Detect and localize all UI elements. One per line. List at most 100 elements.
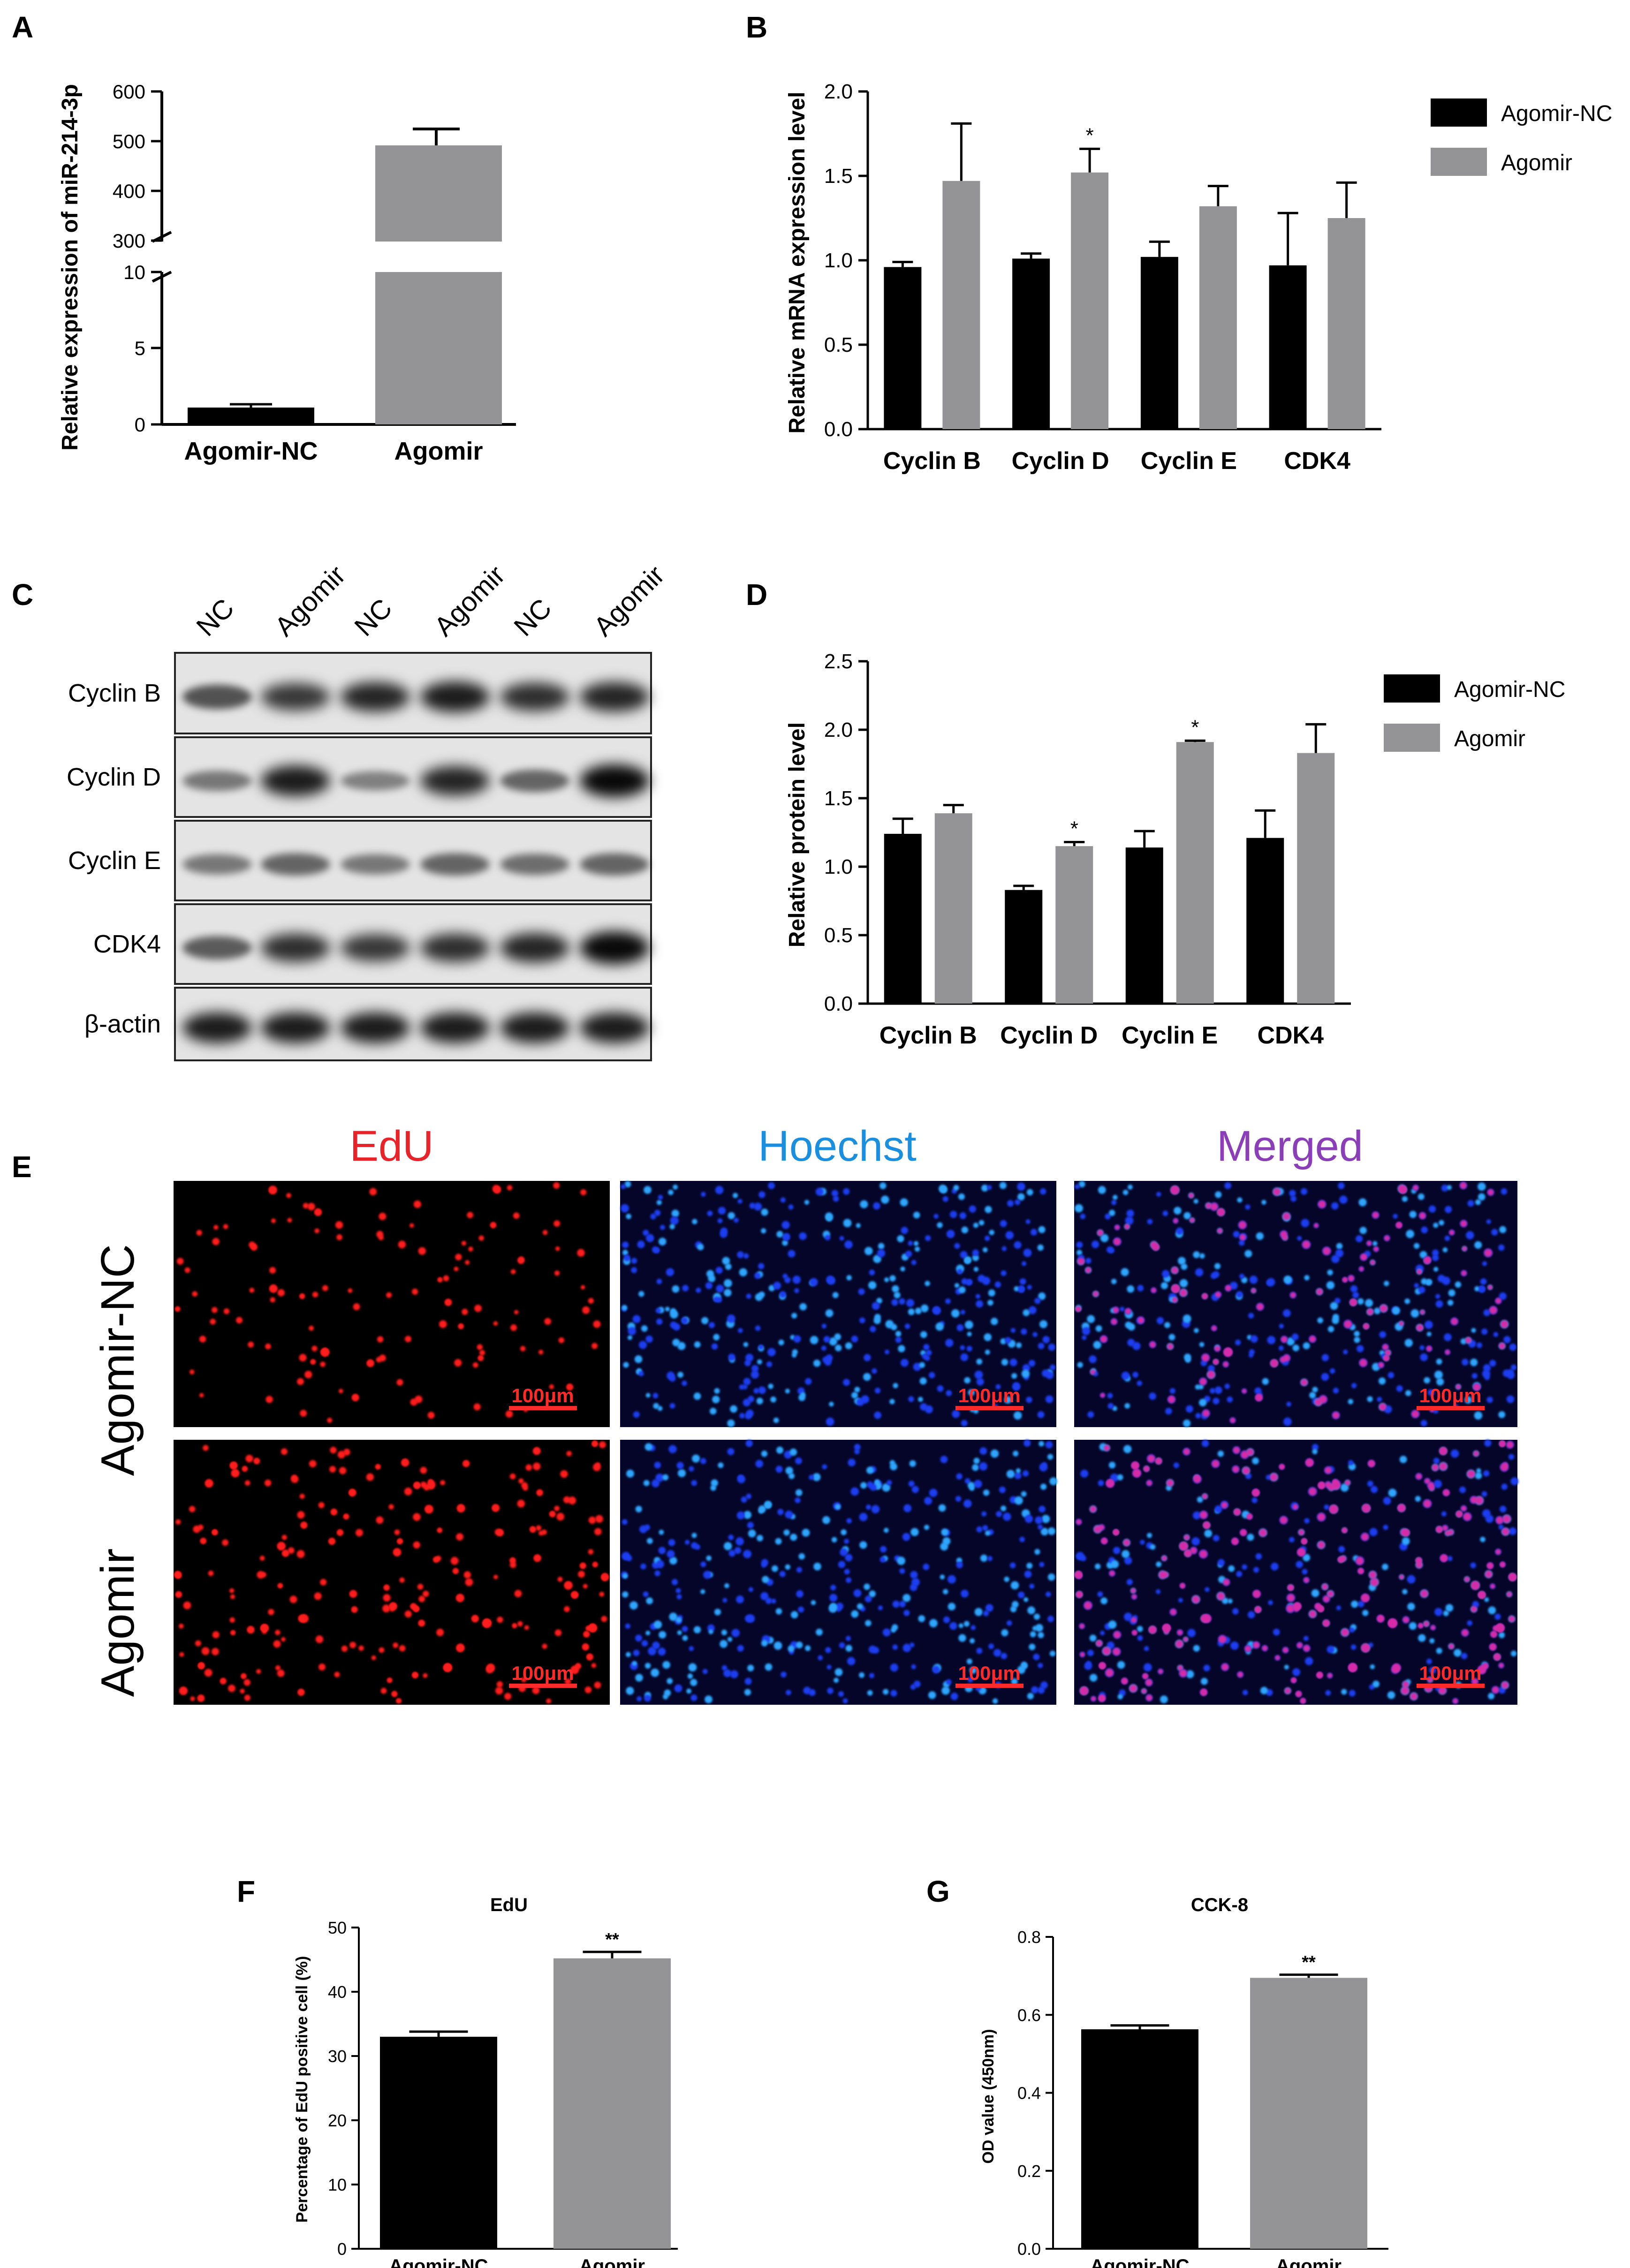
nucleus-dot [1108,1620,1117,1629]
nucleus-dot [1455,1281,1462,1288]
nucleus-dot [925,1235,931,1241]
edu-dot [1221,1502,1228,1508]
tick-label: 10 [328,2175,347,2194]
nucleus-dot [967,1331,972,1337]
nucleus-dot [883,1689,889,1695]
edu-dot [504,1693,512,1700]
edu-dot [1273,1188,1281,1196]
nucleus-dot [747,1664,754,1671]
nucleus-dot [681,1317,688,1324]
nucleus-dot [641,1640,648,1647]
nucleus-dot [1433,1267,1439,1272]
nucleus-dot [835,1345,842,1352]
edu-dot [301,1522,307,1528]
blot-membrane [174,652,652,734]
nucleus-dot [843,1379,850,1386]
edu-dot [418,1247,426,1255]
nucleus-dot [727,1637,733,1642]
nucleus-dot [1007,1200,1014,1207]
nucleus-dot [662,1474,669,1481]
nucleus-dot [905,1250,912,1257]
nucleus-dot [706,1270,714,1278]
nucleus-dot [864,1247,873,1255]
nucleus-dot [981,1511,987,1517]
edu-dot [300,1410,307,1417]
nucleus-dot [1475,1472,1482,1479]
nucleus-dot [1325,1690,1331,1696]
nucleus-dot [941,1686,950,1695]
nucleus-dot [935,1322,944,1331]
nucleus-dot [1193,1645,1200,1652]
nucleus-dot [738,1328,743,1333]
nucleus-dot [777,1509,784,1515]
edu-dot [269,1285,277,1293]
nucleus-dot [1474,1411,1483,1420]
nucleus-dot [815,1187,824,1196]
edu-dot [497,1617,503,1623]
edu-dot [304,1370,312,1379]
nucleus-dot [1436,1648,1442,1654]
nucleus-dot [1021,1491,1027,1497]
nucleus-dot [744,1412,752,1420]
edu-dot [210,1318,216,1325]
nucleus-dot [1004,1396,1012,1404]
nucleus-dot [964,1478,970,1484]
nucleus-dot [1016,1468,1021,1474]
edu-dot [175,1307,180,1312]
nucleus-dot [1508,1454,1515,1460]
edu-dot [1099,1663,1105,1669]
nucleus-dot [1028,1306,1037,1315]
edu-dot [578,1571,585,1578]
nucleus-dot [788,1204,794,1210]
nucleus-dot [1476,1468,1481,1474]
nucleus-dot [1437,1275,1445,1283]
edu-dot [1172,1285,1180,1293]
edu-dot [352,1394,359,1401]
category-label: CDK4 [1257,1022,1324,1049]
nucleus-dot [1435,1294,1440,1299]
edu-dot [1501,1320,1509,1328]
nucleus-dot [942,1537,951,1545]
nucleus-dot [1100,1234,1109,1242]
nucleus-dot [1028,1360,1036,1367]
edu-dot [200,1538,206,1544]
edu-dot [179,1687,188,1695]
edu-dot [479,1350,485,1356]
edu-dot [1170,1609,1176,1615]
edu-dot [179,1652,184,1657]
nucleus-dot [710,1485,716,1491]
nucleus-dot [715,1267,723,1274]
nucleus-dot [985,1349,990,1355]
nucleus-dot [652,1246,659,1253]
edu-dot [1287,1594,1295,1602]
nucleus-dot [973,1223,979,1228]
nucleus-dot [1489,1360,1496,1367]
nucleus-dot [937,1385,944,1392]
nucleus-dot [658,1547,666,1554]
panel-f-letter: F [237,1875,255,1908]
edu-dot [418,1620,425,1626]
nucleus-dot [920,1331,927,1338]
edu-dot [367,1360,374,1367]
nucleus-dot [796,1567,802,1573]
nucleus-dot [1137,1625,1143,1632]
edu-dot [1456,1384,1461,1390]
edu-dot [1158,1669,1163,1674]
micrograph: 100μm [1074,1439,1519,1705]
nucleus-dot [960,1345,965,1350]
edu-dot [1332,1412,1340,1419]
edu-dot [249,1241,256,1248]
legend-swatch [1384,674,1440,703]
nucleus-dot [1108,1461,1116,1469]
edu-dot [1172,1297,1178,1303]
nucleus-dot [1194,1328,1199,1333]
edu-dot [277,1542,285,1550]
nucleus-dot [643,1230,649,1236]
edu-dot [338,1389,343,1394]
nucleus-dot [743,1378,751,1385]
edu-dot [436,1628,444,1636]
nucleus-dot [754,1202,762,1211]
nucleus-dot [628,1327,636,1335]
edu-dot [1076,1519,1082,1525]
nucleus-dot [955,1496,962,1502]
